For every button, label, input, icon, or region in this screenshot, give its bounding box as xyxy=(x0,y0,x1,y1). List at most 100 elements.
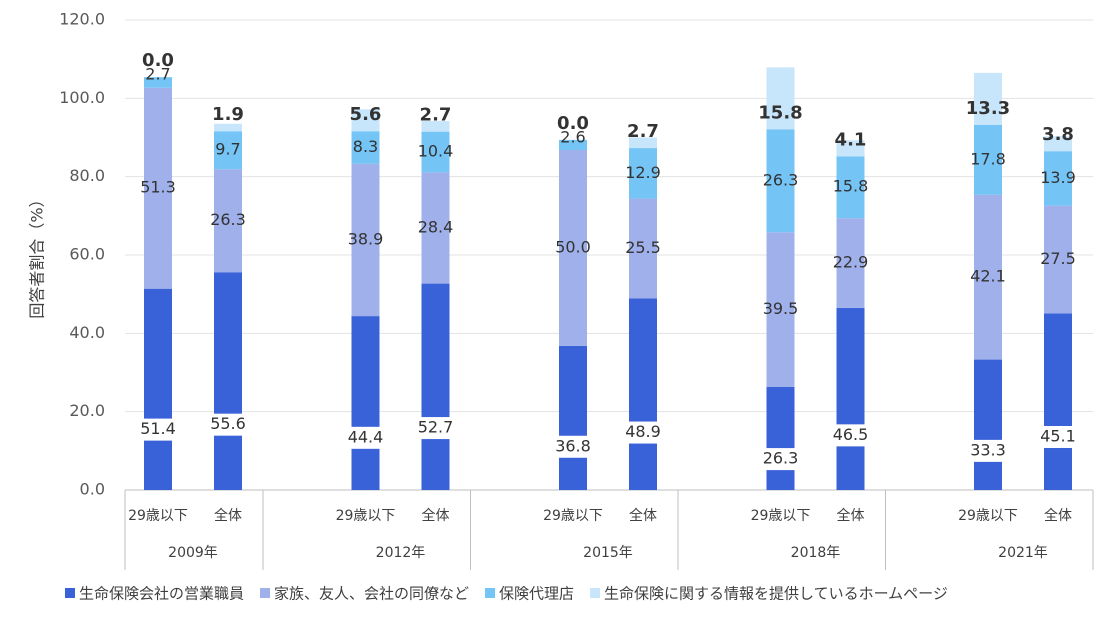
bar-segment xyxy=(766,129,795,233)
group-label: 2021年 xyxy=(998,545,1048,561)
value-label: 33.3 xyxy=(970,440,1006,459)
value-label: 15.8 xyxy=(833,177,869,196)
bar-segment xyxy=(214,123,242,132)
value-label: 5.6 xyxy=(350,104,382,125)
x-tick-label: 29歳以下 xyxy=(751,508,811,524)
legend-swatch xyxy=(65,588,75,598)
bar-segment xyxy=(974,72,1002,125)
bar-segment xyxy=(629,137,657,149)
value-label: 25.5 xyxy=(625,238,661,257)
bar-segment xyxy=(629,148,657,199)
x-tick-label: 29歳以下 xyxy=(958,508,1018,524)
x-tick-label: 全体 xyxy=(1044,507,1072,524)
value-label: 1.9 xyxy=(212,104,244,125)
bar-segment xyxy=(421,131,450,173)
bar-segment xyxy=(836,307,865,490)
x-tick-label: 29歳以下 xyxy=(128,508,188,524)
bar-segment xyxy=(559,150,587,346)
value-label: 44.4 xyxy=(348,427,384,446)
bar-segment xyxy=(1044,205,1072,314)
value-label: 38.9 xyxy=(348,229,384,248)
bar-segment xyxy=(836,140,865,157)
bar-segment xyxy=(144,87,172,289)
value-label: 26.3 xyxy=(210,210,246,229)
value-label: 10.4 xyxy=(418,141,454,160)
group-label: 2009年 xyxy=(168,545,218,561)
label-bg xyxy=(413,417,458,440)
bar-segment xyxy=(836,218,865,308)
bar-segment xyxy=(351,131,380,164)
value-label: 0.0 xyxy=(557,113,589,134)
value-label: 2.6 xyxy=(560,127,585,146)
value-label: 51.4 xyxy=(140,419,176,438)
value-label: 42.1 xyxy=(970,267,1006,286)
value-label: 26.3 xyxy=(763,449,799,468)
bar-segment xyxy=(766,386,795,490)
value-label: 50.0 xyxy=(555,237,591,256)
value-label: 28.4 xyxy=(418,217,454,236)
bar-segment xyxy=(214,131,242,170)
value-label: 4.1 xyxy=(835,129,867,150)
x-tick-label: 全体 xyxy=(214,507,242,524)
y-axis-label: 回答者割合（%） xyxy=(28,191,47,318)
bar-segment xyxy=(766,232,795,387)
value-label: 45.1 xyxy=(1040,427,1076,446)
legend-label: 生命保険会社の営業職員 xyxy=(79,585,244,603)
y-tick-label: 20.0 xyxy=(69,401,105,420)
value-label: 48.9 xyxy=(625,422,661,441)
bar-segment xyxy=(421,172,450,284)
bar-segment xyxy=(974,124,1002,195)
legend-label: 保険代理店 xyxy=(499,585,574,603)
label-bg xyxy=(136,418,180,441)
value-label: 2.7 xyxy=(627,121,659,142)
bar-segment xyxy=(144,77,172,88)
label-bg xyxy=(621,421,665,444)
bar-segment xyxy=(974,194,1002,360)
value-label: 15.8 xyxy=(758,102,802,123)
value-label: 2.7 xyxy=(420,105,452,126)
bar-segment xyxy=(351,316,380,490)
label-bg xyxy=(758,448,803,471)
group-label: 2012年 xyxy=(376,545,426,561)
bar-segment xyxy=(836,156,865,219)
legend-label: 生命保険に関する情報を提供しているホームページ xyxy=(604,585,948,603)
bar-segment xyxy=(351,163,380,317)
label-bg xyxy=(551,435,595,458)
label-bg xyxy=(966,439,1010,462)
legend-swatch xyxy=(260,588,271,598)
legend-swatch xyxy=(485,588,496,598)
value-label: 2.7 xyxy=(145,65,170,84)
bar-segment xyxy=(1044,313,1072,490)
y-tick-label: 80.0 xyxy=(69,166,105,185)
x-tick-label: 29歳以下 xyxy=(543,508,603,524)
y-tick-label: 0.0 xyxy=(80,480,105,499)
bar-segment xyxy=(629,198,657,299)
x-tick-label: 全体 xyxy=(837,507,865,524)
value-label: 39.5 xyxy=(763,299,799,318)
value-label: 51.3 xyxy=(140,178,176,197)
bar-segment xyxy=(766,67,795,130)
bar-segment xyxy=(559,345,587,490)
value-label: 22.9 xyxy=(833,253,869,272)
bar-segment xyxy=(1044,136,1072,152)
bar-segment xyxy=(214,272,242,490)
legend-label: 家族、友人、会社の同僚など xyxy=(274,585,469,603)
bar-segment xyxy=(421,283,450,490)
group-label: 2018年 xyxy=(791,545,841,561)
value-label: 17.8 xyxy=(970,149,1006,168)
value-label: 26.3 xyxy=(763,170,799,189)
y-tick-label: 120.0 xyxy=(59,10,105,29)
y-tick-label: 60.0 xyxy=(69,245,105,264)
y-tick-label: 40.0 xyxy=(69,323,105,342)
value-label: 3.8 xyxy=(1042,124,1074,145)
value-label: 12.9 xyxy=(625,163,661,182)
label-bg xyxy=(343,426,388,449)
bar-segment xyxy=(214,169,242,273)
x-tick-label: 29歳以下 xyxy=(336,508,396,524)
label-bg xyxy=(828,424,873,447)
value-label: 46.5 xyxy=(833,425,869,444)
bar-segment xyxy=(1044,151,1072,206)
legend-swatch xyxy=(590,588,601,598)
label-bg xyxy=(206,413,250,436)
